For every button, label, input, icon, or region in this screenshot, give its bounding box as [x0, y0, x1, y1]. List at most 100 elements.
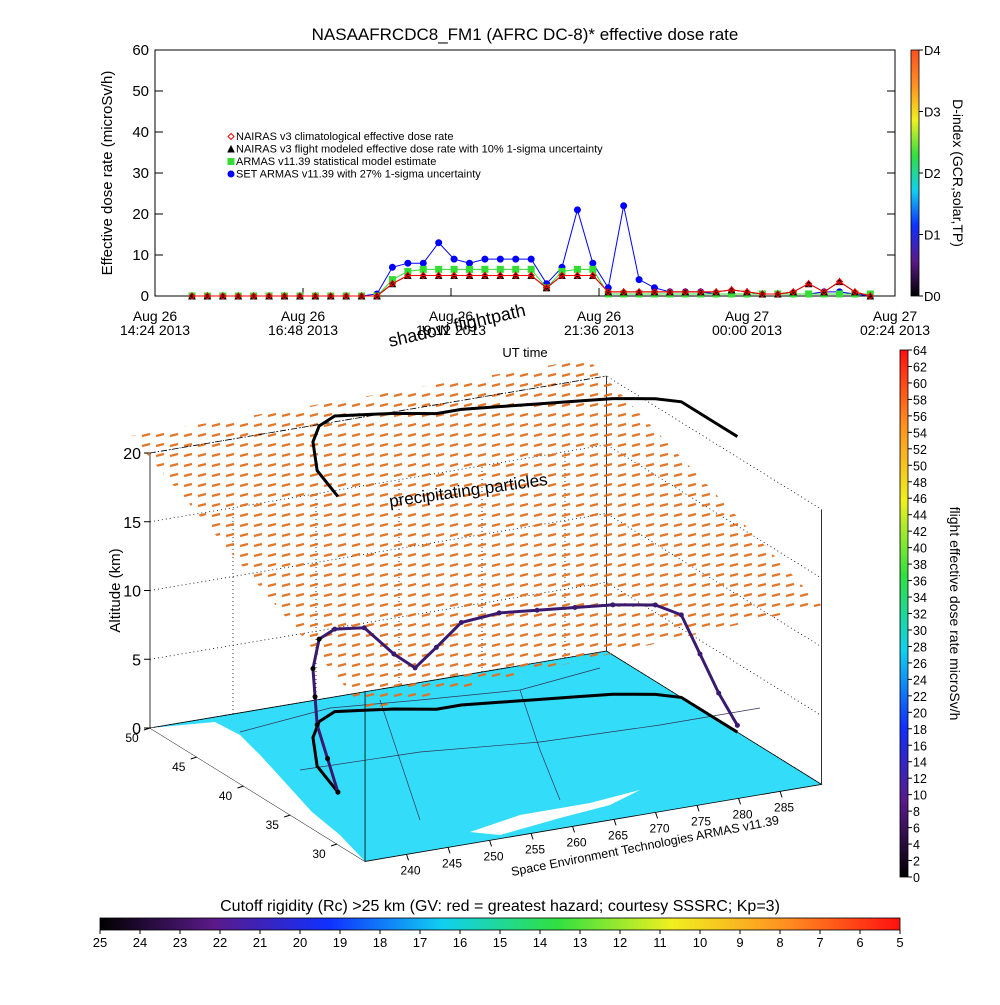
colorbar-tick-label: 62	[913, 360, 927, 374]
colorbar-tick-label: 12	[613, 935, 627, 950]
data-point	[727, 286, 736, 294]
colorbar-tick-label: 5	[896, 935, 903, 950]
legend-label: NAIRAS v3 climatological effective dose …	[236, 131, 453, 143]
colorbar-tick-label: 32	[913, 608, 927, 622]
colorbar-tick-label: 14	[533, 935, 547, 950]
data-point	[635, 276, 643, 284]
flight-point	[412, 665, 418, 671]
y-tick-label: 30	[132, 165, 149, 182]
data-point	[758, 290, 767, 298]
colorbar-tick-label: 34	[913, 591, 927, 605]
data-point	[512, 271, 520, 280]
flight-point	[391, 651, 397, 657]
x-tick-label: Aug 26 16:48 2013	[268, 308, 338, 338]
lon-tick-label: 255	[525, 842, 545, 856]
lon-tick	[406, 854, 410, 861]
colorbar-tick-label: D2	[924, 166, 941, 181]
colorbar-tick-label: 25	[93, 935, 107, 950]
data-point	[558, 271, 566, 280]
chart-title: NASAAFRCDC8_FM1 (AFRC DC-8)* effective d…	[312, 25, 739, 44]
data-point	[311, 292, 320, 300]
legend-label: NAIRAS v3 flight modeled effective dose …	[236, 144, 603, 156]
colorbar-tick-label: D1	[924, 228, 941, 243]
series-line	[192, 205, 871, 297]
data-point	[835, 277, 844, 286]
data-point	[249, 292, 258, 300]
lon-tick	[530, 833, 534, 840]
colorbar-tick-label: 54	[913, 426, 927, 440]
colorbar-tick-label: 40	[913, 542, 927, 556]
data-point	[836, 290, 843, 298]
data-point	[573, 271, 582, 280]
colorbar-tick-label: 20	[913, 706, 927, 720]
flight-point	[335, 789, 341, 795]
data-point	[357, 292, 366, 300]
data-point	[404, 259, 412, 267]
lon-tick	[447, 847, 451, 854]
data-point	[542, 284, 551, 292]
data-point	[450, 271, 458, 280]
ocean	[150, 722, 366, 862]
lon-tick-label: 265	[608, 828, 628, 842]
lon-tick-label: 285	[774, 800, 794, 814]
flight-point	[678, 612, 684, 618]
colorbar-tick-label: 38	[913, 558, 927, 572]
colorbar-tick-label: D0	[924, 289, 941, 304]
x-tick-label: Aug 26 19:12 2013	[416, 308, 486, 338]
x-axis-label: UT time	[502, 345, 547, 360]
data-point	[620, 202, 628, 210]
lon-tick-label: 270	[650, 821, 670, 835]
data-point	[342, 292, 350, 300]
data-point	[820, 288, 828, 296]
data-point	[496, 271, 505, 280]
flight-point	[697, 651, 703, 657]
lon-tick-label: 260	[567, 835, 587, 849]
lat-tick-label: 45	[172, 760, 186, 774]
colorbar-tick-label: 2	[913, 855, 920, 869]
data-point	[804, 279, 813, 288]
flight-point	[325, 756, 331, 762]
colorbar	[910, 49, 920, 297]
colorbar-tick-label: 23	[173, 935, 187, 950]
colorbar-tick-label: D3	[924, 105, 941, 120]
data-point	[203, 292, 212, 300]
z-tick-label: 15	[123, 515, 141, 532]
ocean	[470, 790, 640, 835]
y-tick-label: 0	[141, 288, 149, 305]
data-point	[496, 255, 504, 263]
legend-marker	[227, 144, 235, 153]
colorbar-tick-label: 18	[373, 935, 387, 950]
x-tick-label: Aug 27 02:24 2013	[860, 308, 930, 338]
flight-point	[458, 620, 464, 625]
flight-point	[332, 626, 338, 632]
legend-marker	[227, 170, 235, 178]
x-tick-label: Aug 26 14:24 2013	[120, 308, 190, 338]
lat-tick-label: 35	[266, 818, 280, 832]
data-point	[697, 288, 705, 296]
colorbar-tick-label: 36	[913, 575, 927, 589]
data-point	[789, 288, 797, 296]
y-tick-label: 20	[132, 206, 149, 223]
colorbar-tick-label: 26	[913, 657, 927, 671]
lon-tick	[489, 840, 493, 847]
data-point	[666, 288, 674, 296]
z-tick-label: 10	[123, 584, 141, 601]
series	[188, 271, 875, 300]
lat-tick	[190, 756, 197, 760]
colorbar-tick-label: 6	[856, 935, 863, 950]
flight-point	[312, 694, 318, 700]
colorbar-tick-label: 13	[573, 935, 587, 950]
colorbar-tick-label: 17	[413, 935, 427, 950]
data-point	[373, 292, 381, 300]
series	[188, 271, 875, 300]
y-tick-label: 50	[132, 83, 149, 100]
colorbar-tick-label: 8	[776, 935, 783, 950]
series	[188, 202, 874, 300]
lon-tick	[613, 819, 617, 826]
data-point	[280, 292, 289, 300]
data-point	[465, 271, 474, 280]
colorbar-label: D-index (GCR,solar,TP)	[950, 99, 966, 247]
